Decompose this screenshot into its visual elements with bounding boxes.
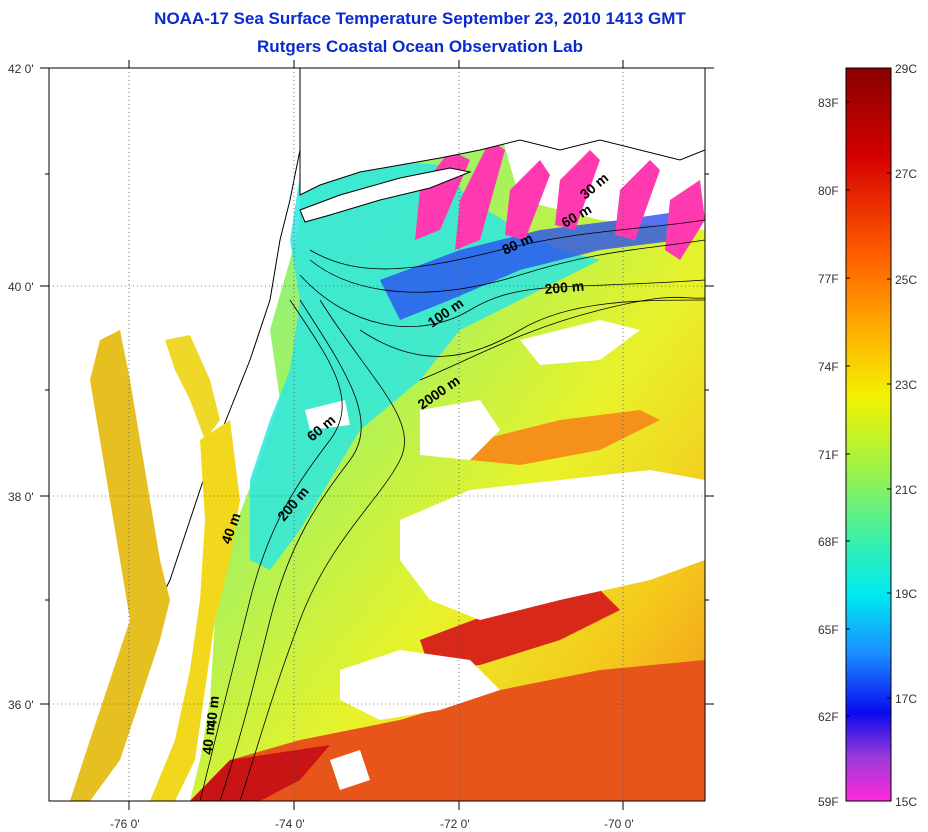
depth-label: 40 m	[199, 722, 218, 755]
cloud-cover	[305, 320, 705, 790]
colorbar-c-label: 17C	[895, 692, 917, 706]
colorbar-gradient	[845, 67, 892, 802]
colorbar: 83F 80F 77F 74F 71F 68F 65F 62F 59F 29C …	[818, 62, 917, 809]
colorbar-f-label: 74F	[818, 360, 839, 374]
colorbar-c-label: 29C	[895, 62, 917, 76]
lat-label: 38 0'	[8, 490, 34, 504]
colorbar-f-label: 71F	[818, 448, 839, 462]
lon-label: -74 0'	[275, 817, 305, 831]
colorbar-c-label: 27C	[895, 167, 917, 181]
depth-label: 40 m	[203, 695, 222, 728]
colorbar-f-label: 80F	[818, 184, 839, 198]
tick-marks	[40, 60, 714, 810]
bathymetry-contours	[199, 219, 705, 801]
lon-label: -76 0'	[110, 817, 140, 831]
graticule	[49, 68, 705, 801]
colorbar-c-label: 19C	[895, 587, 917, 601]
colorbar-f-label: 62F	[818, 710, 839, 724]
gulf-stream	[190, 660, 705, 801]
chesapeake-bay	[70, 330, 170, 801]
warm-ring	[470, 410, 660, 465]
delaware-bay	[165, 335, 220, 440]
map-area: 30 m 60 m 80 m 200 m 100 m 2000 m 60 m 2…	[49, 68, 705, 801]
depth-label: 200 m	[544, 278, 585, 297]
gulf-stream-core	[190, 745, 330, 801]
lat-label: 42 0'	[8, 62, 34, 76]
lon-label: -72 0'	[440, 817, 470, 831]
colorbar-f-label: 68F	[818, 535, 839, 549]
cold-front-band	[380, 210, 690, 320]
colorbar-f-label: 77F	[818, 272, 839, 286]
colorbar-f-label: 65F	[818, 623, 839, 637]
new-england-coast	[299, 68, 705, 196]
colorbar-f-label: 59F	[818, 795, 839, 809]
colorbar-f-label: 83F	[818, 96, 839, 110]
lat-label: 40 0'	[8, 280, 34, 294]
warm-eddy	[420, 590, 620, 670]
map-subtitle: Rutgers Coastal Ocean Observation Lab	[257, 37, 583, 56]
lat-label: 36 0'	[8, 698, 34, 712]
long-island	[299, 167, 472, 223]
colorbar-c-label: 23C	[895, 378, 917, 392]
coastal-water-strip	[150, 420, 240, 801]
colorbar-c-label: 15C	[895, 795, 917, 809]
map-frame	[48, 67, 706, 802]
map-title: NOAA-17 Sea Surface Temperature Septembe…	[154, 9, 686, 28]
colorbar-c-label: 25C	[895, 273, 917, 287]
colorbar-c-label: 21C	[895, 483, 917, 497]
lon-label: -70 0'	[604, 817, 634, 831]
